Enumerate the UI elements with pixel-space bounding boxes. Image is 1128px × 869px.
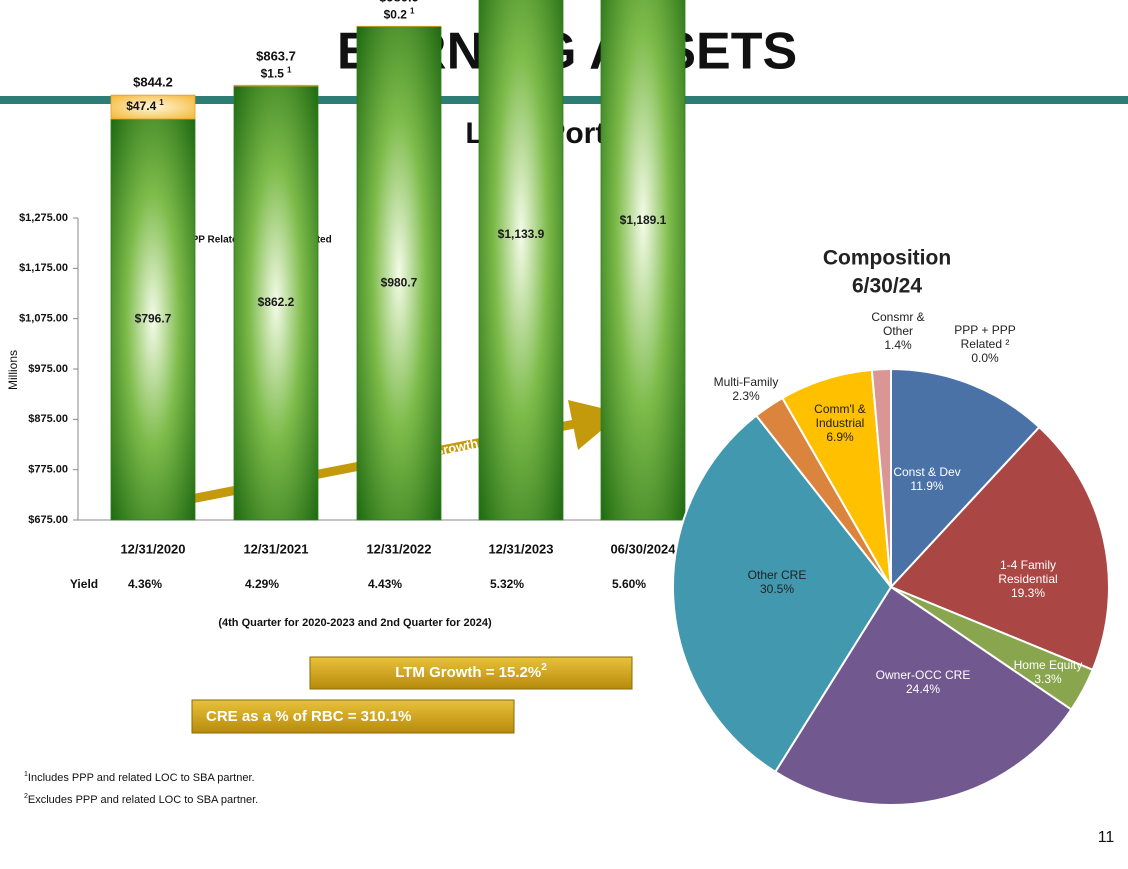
- y-tick-label: $1,175.00: [19, 262, 68, 274]
- slice-value: 0.0%: [971, 351, 999, 365]
- footnote: 1Includes PPP and related LOC to SBA par…: [24, 771, 255, 784]
- pie-slice: [890, 367, 1041, 590]
- bar-segment: [356, 25, 442, 521]
- slice-label: Other CRE: [748, 568, 807, 582]
- ppp-value: $1.5: [261, 66, 285, 80]
- slice-value: 6.9%: [826, 430, 854, 444]
- ppp-value: $47.4: [126, 99, 156, 113]
- yield-value: 4.36%: [128, 577, 162, 591]
- pie-slice: [672, 414, 893, 774]
- bar-segment: [600, 0, 686, 521]
- yield-value: 5.32%: [490, 577, 524, 591]
- ppp-label: $1.5 1: [261, 65, 292, 80]
- cre-text: CRE as a % of RBC = 310.1%: [206, 708, 412, 725]
- pie-slice: [773, 585, 1073, 806]
- title-band: [0, 96, 1128, 104]
- segment-label: $1,189.1: [620, 213, 667, 227]
- slice-label: 1-4 Family: [1000, 558, 1056, 572]
- ltm-box: [309, 656, 633, 690]
- footnote-text: Excludes PPP and related LOC to SBA part…: [28, 794, 258, 806]
- slice-label: Industrial: [816, 416, 865, 430]
- y-tick-label: $975.00: [28, 363, 68, 375]
- y-tick-label: $1,275.00: [19, 212, 68, 224]
- x-tick-label: 12/31/2023: [488, 541, 553, 556]
- y-tick-label: $1,075.00: [19, 313, 68, 325]
- segment-label: $980.7: [381, 275, 418, 289]
- yield-label: Yield: [70, 577, 98, 591]
- slice-label: Comm'l &: [814, 402, 866, 416]
- footnote-mark: 1: [24, 771, 28, 778]
- slice-value: 24.4%: [906, 682, 940, 696]
- ppp-note: 1: [410, 6, 415, 15]
- pie-subtitle: 6/30/24: [852, 275, 922, 298]
- slice-value: 11.9%: [910, 479, 943, 493]
- segment-label: $796.7: [135, 312, 172, 326]
- ppp-label: $0.2 1: [384, 6, 415, 21]
- footnote-text: Includes PPP and related LOC to SBA part…: [28, 772, 255, 784]
- bar-segment: [478, 0, 564, 521]
- slice-label: Consmr &: [871, 310, 924, 324]
- cre-box: [191, 699, 515, 734]
- total-label: $844.2: [133, 75, 173, 90]
- slice-label: PPP + PPP: [954, 323, 1015, 337]
- slice-label: Home Equity: [1014, 658, 1083, 672]
- slice-value: 30.5%: [760, 582, 794, 596]
- yield-value: 5.60%: [612, 577, 646, 591]
- ppp-note: 1: [159, 98, 164, 107]
- total-label: $863.7: [256, 49, 296, 64]
- slice-label: Other: [883, 324, 913, 338]
- y-tick-label: $775.00: [28, 464, 68, 476]
- slice-label: Related ²: [961, 337, 1010, 351]
- pie-title: Composition: [823, 247, 951, 270]
- slice-value: 19.3%: [1011, 586, 1045, 600]
- bar-segment: [233, 85, 319, 521]
- ltm-text: LTM Growth = 15.2%2: [395, 662, 547, 681]
- y-tick-label: $875.00: [28, 413, 68, 425]
- ppp-label: $47.4 1: [126, 98, 164, 113]
- slice-label: Const & Dev: [893, 465, 960, 479]
- ppp-value: $0.2: [384, 7, 408, 21]
- period-note: (4th Quarter for 2020-2023 and 2nd Quart…: [218, 617, 492, 629]
- page-number: 11: [1098, 829, 1115, 846]
- x-tick-label: 12/31/2021: [243, 541, 308, 556]
- ppp-note: 1: [287, 65, 292, 74]
- bar-segment: [233, 84, 319, 87]
- segment-label: $862.2: [258, 295, 295, 309]
- yield-value: 4.43%: [368, 577, 402, 591]
- y-tick-label: $675.00: [28, 514, 68, 526]
- bar-segment: [110, 94, 196, 120]
- slice-label: Multi-Family: [714, 375, 779, 389]
- total-label: $980.9: [379, 0, 419, 5]
- footnote-mark: 2: [24, 793, 28, 800]
- bar-segment: [110, 118, 196, 521]
- x-tick-label: 12/31/2020: [120, 541, 185, 556]
- slice-value: 3.3%: [1034, 672, 1062, 686]
- x-tick-label: 06/30/2024: [610, 541, 676, 556]
- slice-value: 1.4%: [884, 338, 912, 352]
- footnote: 2Excludes PPP and related LOC to SBA par…: [24, 793, 258, 806]
- x-tick-label: 12/31/2022: [366, 541, 431, 556]
- slice-value: 2.3%: [732, 389, 760, 403]
- slice-label: Residential: [998, 572, 1057, 586]
- yield-value: 4.29%: [245, 577, 279, 591]
- segment-label: $1,133.9: [498, 227, 545, 241]
- slice-label: Owner-OCC CRE: [876, 668, 971, 682]
- ltm-label: LTM Growth = 15.2%: [395, 664, 541, 681]
- ltm-note: 2: [541, 662, 547, 673]
- y-axis-label: Millions: [6, 350, 20, 390]
